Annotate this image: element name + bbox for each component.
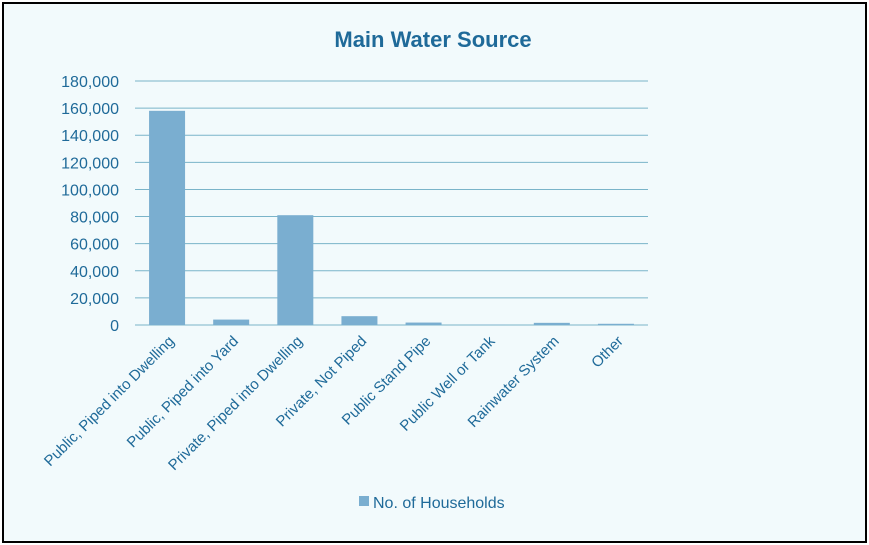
y-axis-ticks: 0 20,000 40,000 60,000 80,000 100,000 120,000 1… bbox=[61, 74, 119, 335]
bar bbox=[597, 323, 634, 325]
y-tick-label: 60,000 bbox=[70, 237, 119, 254]
bars bbox=[149, 110, 634, 325]
bar bbox=[149, 110, 186, 325]
bar bbox=[213, 319, 250, 325]
legend-label: No. of Households bbox=[373, 495, 505, 512]
bar bbox=[341, 316, 378, 325]
y-tick-label: 120,000 bbox=[61, 155, 119, 172]
gridlines bbox=[135, 80, 648, 326]
y-tick-label: 0 bbox=[110, 318, 119, 335]
chart-title: Main Water Source bbox=[334, 27, 531, 52]
y-tick-label: 80,000 bbox=[70, 210, 119, 227]
y-tick-label: 140,000 bbox=[61, 128, 119, 145]
bar bbox=[533, 322, 570, 325]
y-tick-label: 40,000 bbox=[70, 264, 119, 281]
legend-swatch bbox=[359, 496, 369, 506]
y-tick-label: 20,000 bbox=[70, 291, 119, 308]
y-tick-label: 160,000 bbox=[61, 101, 119, 118]
bar bbox=[405, 322, 442, 325]
y-tick-label: 100,000 bbox=[61, 182, 119, 199]
bar bbox=[277, 215, 314, 325]
legend: No. of Households bbox=[359, 495, 505, 512]
y-tick-label: 180,000 bbox=[61, 74, 119, 91]
